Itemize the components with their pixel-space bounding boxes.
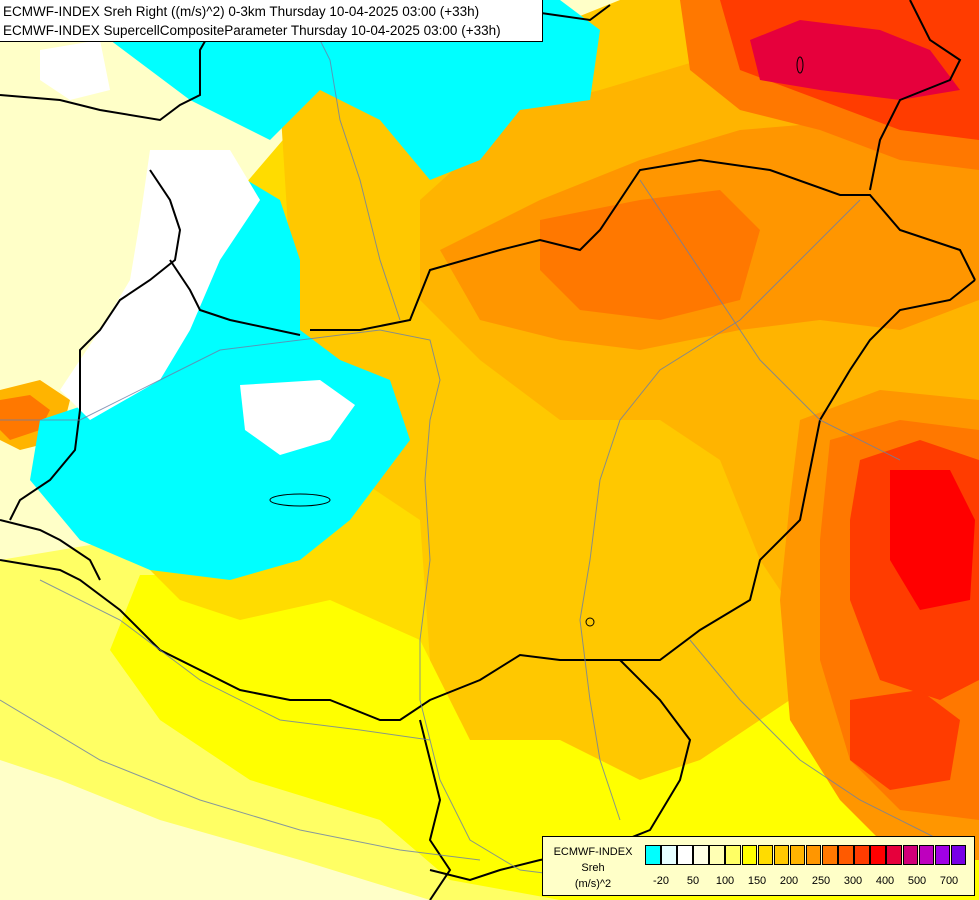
legend-swatch <box>950 845 967 865</box>
river-danube <box>0 329 601 881</box>
legend-unit: (m/s)^2 <box>574 878 612 890</box>
legend-swatch <box>918 845 935 865</box>
legend-swatch <box>693 845 709 865</box>
legend-swatch <box>886 845 902 865</box>
legend-swatch <box>709 845 725 865</box>
legend-swatch <box>773 845 790 865</box>
legend-parameter-name: Sreh <box>581 862 605 874</box>
border-west-austria <box>9 169 182 521</box>
sreh-contour-white-nw <box>40 40 110 100</box>
legend-swatch <box>725 845 741 865</box>
sreh-contour-white-center <box>240 380 355 455</box>
lake-balaton <box>269 493 331 507</box>
river-drava <box>39 579 431 741</box>
map-title-line-1: ECMWF-INDEX Sreh Right ((m/s)^2) 0-3km T… <box>3 4 480 19</box>
river-north <box>299 0 401 321</box>
border-slovakia-hungary <box>310 158 976 331</box>
legend-tick-label: 200 <box>779 875 799 887</box>
rivers <box>0 0 941 881</box>
legend-tick-label: -20 <box>653 875 669 887</box>
sreh-contour-orange-red <box>540 190 760 320</box>
river-east <box>639 179 901 461</box>
legend-swatch <box>854 845 870 865</box>
border-poland-slovakia <box>869 0 962 191</box>
legend-tick-label: 250 <box>811 875 831 887</box>
sreh-contour-cyan-north <box>100 0 600 180</box>
river-sava <box>0 699 481 861</box>
legend-swatch <box>934 845 951 865</box>
legend-tick-label: 50 <box>686 875 700 887</box>
legend-tick-label: 150 <box>747 875 767 887</box>
legend-swatch <box>677 845 693 865</box>
river-tisza <box>579 199 861 821</box>
lake-small-south <box>585 617 595 627</box>
sreh-contour-west-red <box>0 395 50 440</box>
color-legend: ECMWF-INDEX Sreh (m/s)^2 -20 50 100 150 200 2… <box>542 836 975 896</box>
legend-swatch <box>789 845 806 865</box>
sreh-contour-east-deep-red <box>890 470 975 610</box>
river-south-east <box>689 639 941 841</box>
legend-tick-label: 100 <box>715 875 735 887</box>
sreh-contour-cyan-west <box>30 160 410 580</box>
legend-swatch <box>757 845 774 865</box>
border-hungary-south <box>0 559 620 721</box>
legend-swatch <box>805 845 822 865</box>
legend-swatches <box>645 845 967 865</box>
legend-swatch <box>741 845 758 865</box>
sreh-contour-crimson-north <box>750 20 960 100</box>
border-hungary-romania <box>620 279 976 661</box>
legend-tick-label: 500 <box>907 875 927 887</box>
lake-small-north <box>796 56 804 74</box>
border-austria-hungary <box>169 259 301 336</box>
sreh-contour-southeast-red <box>850 690 960 790</box>
legend-swatch <box>870 845 886 865</box>
legend-swatch <box>645 845 661 865</box>
legend-tick-label: 300 <box>843 875 863 887</box>
legend-tick-label: 700 <box>939 875 959 887</box>
legend-tick-label: 400 <box>875 875 895 887</box>
map-title-box: ECMWF-INDEX Sreh Right ((m/s)^2) 0-3km T… <box>0 0 543 42</box>
border-slovenia <box>0 519 101 581</box>
legend-swatch <box>661 845 677 865</box>
legend-title: ECMWF-INDEX <box>553 846 633 858</box>
legend-swatch <box>822 845 838 865</box>
legend-tick-labels: -20 50 100 150 200 250 300 400 500 700 <box>645 875 975 891</box>
legend-swatch <box>838 845 854 865</box>
sreh-contour-white-west <box>60 150 260 420</box>
legend-swatch <box>902 845 918 865</box>
border-croatia-serbia <box>419 719 452 900</box>
map-title-line-2: ECMWF-INDEX SupercellCompositeParameter … <box>3 23 501 38</box>
